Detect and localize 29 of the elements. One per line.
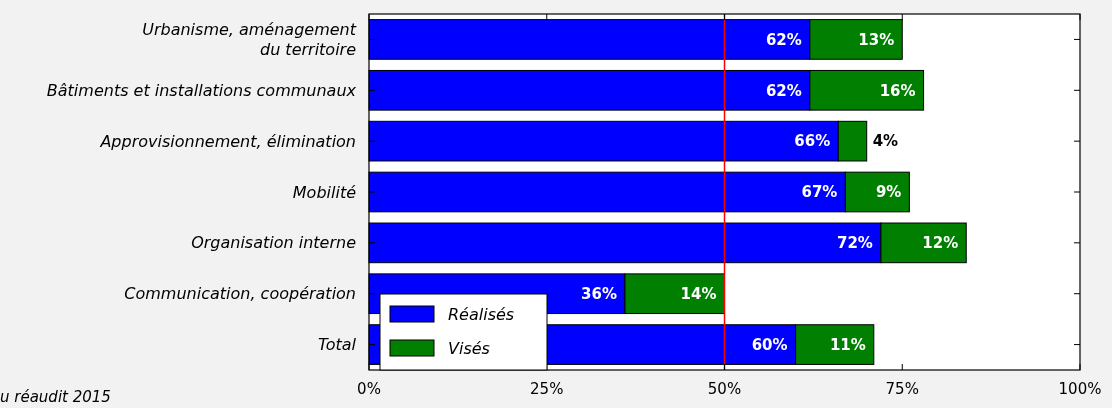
x-tick-label: 75% bbox=[885, 380, 919, 398]
data-label: 12% bbox=[922, 234, 959, 253]
legend-label: Visés bbox=[448, 338, 490, 358]
data-label: 11% bbox=[829, 335, 866, 354]
y-tick-label: Organisation interne bbox=[191, 233, 357, 253]
y-tick-label: Total bbox=[317, 335, 357, 355]
data-label: 72% bbox=[837, 234, 873, 253]
data-label: 9% bbox=[875, 183, 902, 202]
data-label: 14% bbox=[680, 284, 717, 303]
text: u réaudit 2015 bbox=[0, 388, 111, 406]
y-tick-label: Communication, coopération bbox=[124, 284, 356, 304]
x-tick-label: 100% bbox=[1058, 380, 1102, 398]
data-label: 36% bbox=[581, 284, 617, 303]
y-tick-label: Mobilité bbox=[292, 182, 357, 202]
y-tick-label: Approvisionnement, élimination bbox=[99, 131, 356, 151]
data-label: 4% bbox=[872, 132, 899, 151]
data-label: 13% bbox=[858, 30, 895, 49]
x-tick-label: 0% bbox=[357, 380, 381, 398]
x-tick-label: 25% bbox=[530, 380, 564, 398]
data-label: 62% bbox=[765, 81, 802, 100]
data-label: 16% bbox=[879, 81, 916, 100]
x-tick-label: 50% bbox=[707, 380, 742, 398]
legend-label: Réalisés bbox=[448, 304, 515, 324]
data-label: 60% bbox=[751, 335, 788, 354]
data-label: 62% bbox=[765, 30, 802, 49]
data-label: 67% bbox=[801, 183, 838, 202]
data-label: 66% bbox=[794, 132, 831, 151]
y-tick-label: Bâtiments et installations communaux bbox=[46, 80, 357, 100]
y-tick-label: Urbanisme, aménagement du territoire bbox=[142, 20, 357, 59]
